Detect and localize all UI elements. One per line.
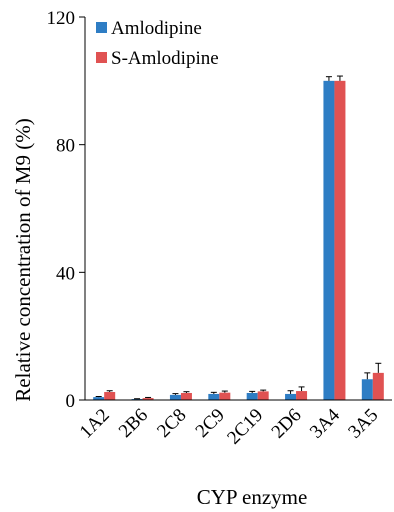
bar-s-amlodipine-1A2	[104, 392, 116, 400]
bar-s-amlodipine-2C8	[180, 392, 192, 400]
x-tick-label: 2C8	[153, 405, 190, 442]
legend: Amlodipine S-Amlodipine	[96, 18, 219, 69]
bar-amlodipine-2C9	[208, 393, 220, 400]
error-bars	[95, 75, 382, 400]
y-axis-label: Relative concentration of M9 (%)	[11, 118, 35, 401]
y-tick-label: 0	[66, 391, 76, 412]
bar-s-amlodipine-2C9	[219, 392, 231, 400]
x-tick-label: 3A4	[306, 404, 344, 442]
x-tick-label: 3A5	[344, 405, 382, 443]
bar-amlodipine-2D6	[285, 393, 297, 400]
bar-s-amlodipine-3A4	[334, 80, 346, 400]
x-tick-label: 2B6	[115, 405, 152, 442]
bar-s-amlodipine-2C19	[257, 391, 269, 400]
bar-s-amlodipine-2B6	[142, 398, 154, 400]
x-axis-label: CYP enzyme	[197, 485, 308, 509]
y-ticks: 0 40 80 120	[47, 8, 85, 412]
bar-s-amlodipine-3A5	[372, 372, 384, 400]
y-tick-label: 80	[56, 136, 75, 157]
legend-swatch-amlodipine	[96, 22, 107, 33]
bar-s-amlodipine-2D6	[296, 391, 308, 400]
x-tick-label: 2C9	[192, 405, 229, 442]
legend-label-amlodipine: Amlodipine	[111, 18, 202, 39]
bar-amlodipine-3A5	[361, 379, 373, 400]
y-tick-label: 120	[47, 8, 76, 29]
bar-amlodipine-2C19	[246, 392, 258, 400]
x-tick-label: 2D6	[268, 405, 306, 443]
legend-swatch-s-amlodipine	[96, 52, 107, 63]
x-tick-label: 2C19	[223, 405, 267, 449]
legend-label-s-amlodipine: S-Amlodipine	[111, 48, 219, 69]
y-tick-label: 40	[56, 263, 75, 284]
bar-amlodipine-1A2	[93, 397, 105, 400]
bar-amlodipine-2C8	[169, 394, 181, 400]
bars	[93, 80, 384, 400]
x-tick-label: 1A2	[76, 405, 114, 443]
bar-amlodipine-3A4	[323, 80, 335, 400]
